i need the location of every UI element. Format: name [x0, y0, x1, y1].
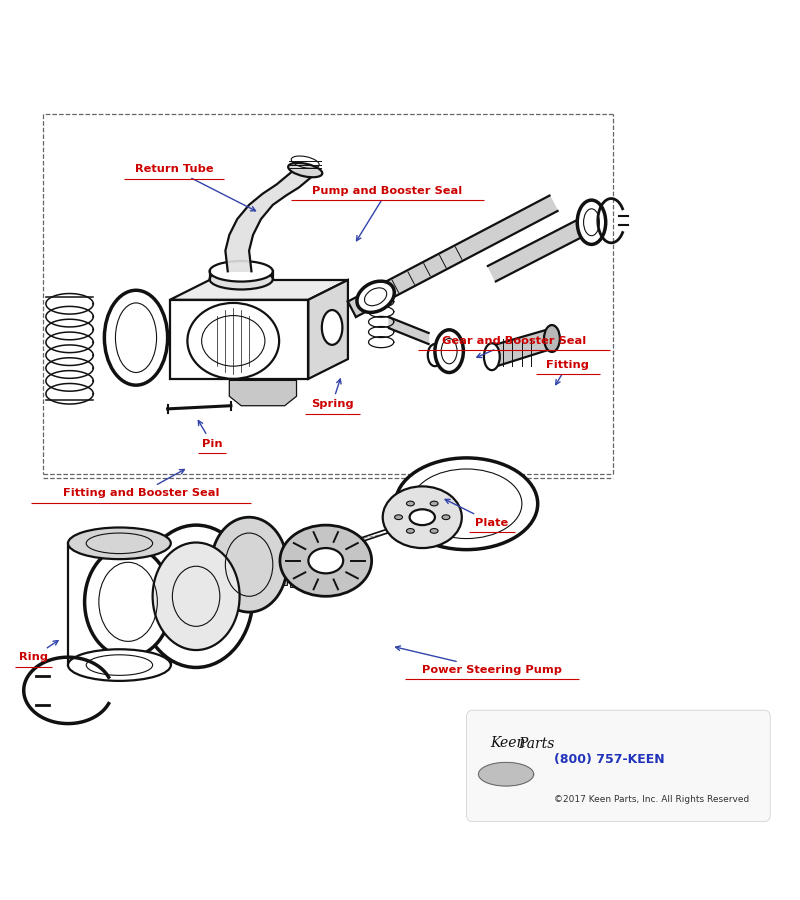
Ellipse shape	[104, 291, 168, 385]
Ellipse shape	[85, 546, 171, 657]
Ellipse shape	[210, 269, 273, 290]
Ellipse shape	[187, 303, 279, 379]
Ellipse shape	[210, 261, 273, 282]
Polygon shape	[308, 280, 348, 379]
Text: Gear and Booster Seal: Gear and Booster Seal	[442, 336, 586, 357]
Ellipse shape	[357, 281, 394, 312]
Ellipse shape	[394, 515, 402, 519]
Polygon shape	[294, 552, 310, 557]
Ellipse shape	[288, 163, 322, 177]
Polygon shape	[389, 317, 429, 344]
Ellipse shape	[435, 329, 463, 373]
Polygon shape	[492, 328, 552, 368]
Polygon shape	[300, 576, 317, 580]
Polygon shape	[488, 211, 603, 282]
Ellipse shape	[406, 501, 414, 506]
Ellipse shape	[428, 344, 442, 366]
Polygon shape	[278, 549, 295, 554]
Ellipse shape	[395, 458, 538, 550]
Ellipse shape	[410, 509, 435, 525]
Polygon shape	[170, 280, 348, 300]
Polygon shape	[226, 168, 318, 271]
Polygon shape	[290, 582, 308, 587]
Polygon shape	[230, 381, 297, 406]
Ellipse shape	[430, 528, 438, 534]
Ellipse shape	[544, 325, 560, 352]
Polygon shape	[348, 195, 558, 317]
Ellipse shape	[484, 343, 500, 370]
Ellipse shape	[322, 310, 342, 345]
Polygon shape	[281, 571, 298, 575]
Ellipse shape	[68, 527, 171, 559]
Ellipse shape	[442, 515, 450, 519]
Ellipse shape	[153, 543, 239, 650]
FancyBboxPatch shape	[466, 710, 770, 822]
Text: ©2017 Keen Parts, Inc. All Rights Reserved: ©2017 Keen Parts, Inc. All Rights Reserv…	[554, 795, 749, 804]
Text: Pump and Booster Seal: Pump and Booster Seal	[312, 185, 462, 240]
Ellipse shape	[406, 528, 414, 534]
Text: Plate: Plate	[445, 500, 509, 527]
Ellipse shape	[139, 525, 253, 668]
Text: (800) 757-KEEN: (800) 757-KEEN	[554, 753, 664, 767]
Ellipse shape	[68, 649, 171, 681]
Polygon shape	[270, 580, 287, 585]
Polygon shape	[478, 762, 534, 786]
Ellipse shape	[308, 548, 343, 573]
Ellipse shape	[382, 486, 462, 548]
Text: Pin: Pin	[198, 420, 222, 449]
Text: Return Tube: Return Tube	[134, 165, 255, 211]
Text: Fitting: Fitting	[546, 360, 589, 384]
Ellipse shape	[211, 518, 287, 612]
Polygon shape	[170, 300, 308, 379]
Ellipse shape	[280, 525, 372, 597]
Polygon shape	[68, 544, 171, 665]
Ellipse shape	[430, 501, 438, 506]
Ellipse shape	[578, 200, 606, 245]
Polygon shape	[263, 560, 281, 564]
Text: Spring: Spring	[311, 379, 354, 410]
Text: Ring: Ring	[18, 641, 58, 662]
Text: Power Steering Pump: Power Steering Pump	[396, 646, 562, 675]
Text: Parts: Parts	[518, 737, 554, 751]
Text: Fitting and Booster Seal: Fitting and Booster Seal	[62, 470, 219, 499]
Text: Keen: Keen	[490, 735, 526, 750]
